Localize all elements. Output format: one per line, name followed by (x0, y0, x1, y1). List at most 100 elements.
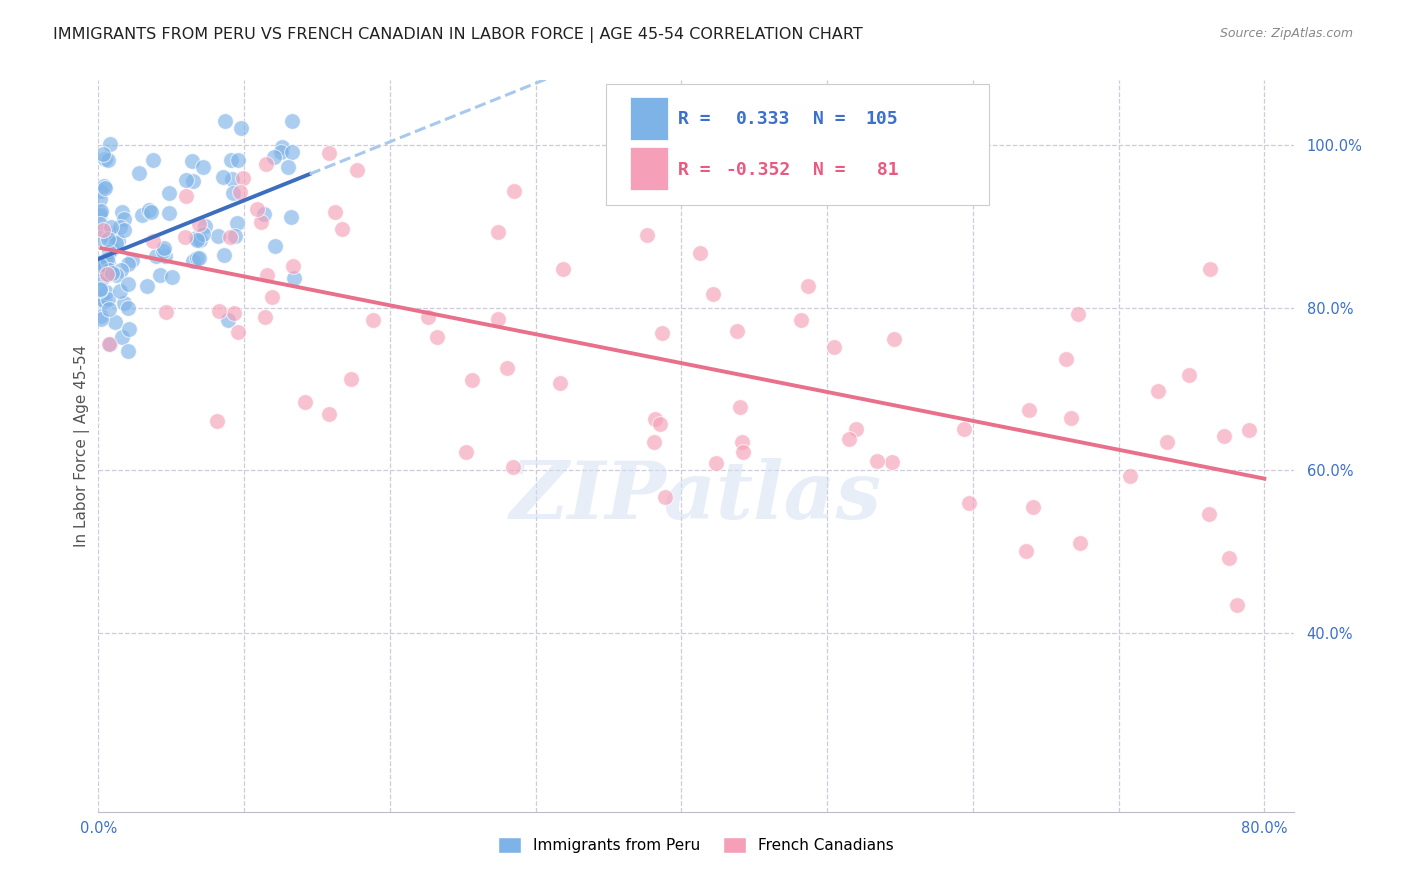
Point (91, 147, 114, 161)
Point (461, 373, 484, 387)
Point (728, 401, 751, 415)
Text: R =: R = (678, 110, 733, 128)
Point (157, 186, 180, 200)
Point (149, 268, 172, 282)
Point (90, 203, 112, 218)
Point (139, 204, 162, 219)
Text: 81: 81 (866, 161, 898, 178)
Point (96, 292, 118, 306)
Point (98, 337, 121, 351)
FancyBboxPatch shape (630, 97, 668, 140)
Point (725, 324, 748, 338)
Point (254, 157, 277, 171)
Point (89, 282, 111, 296)
Point (346, 163, 368, 178)
Point (89, 283, 111, 297)
Point (93, 294, 115, 309)
Text: 105: 105 (866, 110, 898, 128)
Point (1015, 544, 1038, 558)
Text: -0.352: -0.352 (725, 161, 792, 178)
Point (207, 303, 229, 318)
Point (131, 208, 153, 222)
Point (108, 219, 131, 234)
Point (866, 454, 889, 468)
Point (104, 315, 127, 329)
Point (90, 311, 112, 326)
Point (97, 153, 120, 168)
Point (152, 244, 174, 259)
Point (270, 140, 292, 154)
Point (138, 203, 160, 218)
Point (110, 330, 132, 344)
Point (222, 306, 245, 320)
Point (90, 270, 112, 285)
Point (128, 166, 150, 180)
Point (186, 231, 208, 245)
Point (1060, 411, 1083, 425)
Point (214, 248, 236, 262)
Point (98, 337, 121, 351)
Point (323, 204, 346, 219)
Point (97, 245, 120, 260)
Point (318, 407, 340, 421)
Point (1067, 307, 1090, 321)
Point (277, 160, 299, 174)
Point (105, 268, 128, 282)
Point (107, 234, 129, 248)
Point (226, 153, 249, 167)
Point (117, 301, 139, 316)
Point (294, 395, 316, 409)
Point (229, 185, 252, 199)
Point (97, 232, 120, 246)
Point (100, 233, 122, 247)
Point (283, 270, 305, 285)
Point (176, 189, 198, 203)
Point (117, 277, 139, 291)
Point (183, 174, 205, 188)
Point (89, 230, 111, 244)
Point (157, 205, 180, 219)
Point (186, 233, 208, 247)
Point (1198, 262, 1220, 277)
Point (733, 444, 755, 458)
Point (1018, 403, 1040, 417)
Point (340, 371, 363, 385)
Y-axis label: In Labor Force | Age 45-54: In Labor Force | Age 45-54 (75, 345, 90, 547)
Point (100, 219, 122, 234)
Text: ZIPatlas: ZIPatlas (510, 458, 882, 536)
Text: Source: ZipAtlas.com: Source: ZipAtlas.com (1219, 27, 1353, 40)
Point (790, 313, 813, 327)
Point (89, 206, 111, 220)
Point (89, 192, 111, 206)
Point (218, 229, 240, 244)
Point (90, 310, 112, 324)
Point (548, 376, 571, 390)
Point (1146, 384, 1168, 398)
Point (1237, 423, 1260, 437)
Point (254, 310, 277, 325)
Point (456, 445, 478, 459)
Text: IMMIGRANTS FROM PERU VS FRENCH CANADIAN IN LABOR FORCE | AGE 45-54 CORRELATION C: IMMIGRANTS FROM PERU VS FRENCH CANADIAN … (53, 27, 863, 43)
Point (1198, 507, 1220, 521)
Point (180, 153, 202, 168)
Point (823, 340, 845, 354)
Point (232, 170, 254, 185)
Point (797, 279, 820, 293)
Point (702, 287, 724, 301)
Text: N =: N = (813, 161, 856, 178)
Point (93, 255, 115, 269)
Point (207, 229, 229, 244)
Point (318, 145, 340, 160)
Point (98, 302, 121, 317)
Point (118, 321, 141, 335)
Point (221, 171, 243, 186)
Point (654, 490, 676, 504)
Point (883, 332, 905, 346)
Point (1156, 435, 1178, 450)
Point (91, 223, 114, 237)
Point (135, 279, 157, 293)
Point (250, 215, 273, 229)
Point (1069, 536, 1091, 550)
Point (838, 433, 860, 447)
Point (104, 236, 127, 251)
